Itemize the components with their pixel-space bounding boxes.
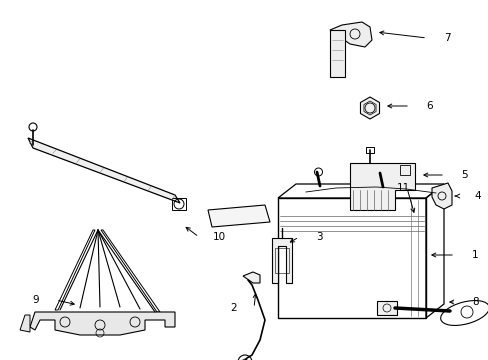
Polygon shape: [349, 163, 414, 210]
Polygon shape: [329, 22, 371, 47]
Text: 6: 6: [426, 101, 432, 111]
Bar: [172, 198, 185, 210]
Bar: [278, 198, 425, 318]
Polygon shape: [30, 312, 175, 335]
Text: 7: 7: [443, 33, 449, 43]
Text: 8: 8: [472, 297, 478, 307]
Text: 5: 5: [461, 170, 468, 180]
Polygon shape: [329, 30, 345, 77]
Polygon shape: [20, 315, 30, 332]
Polygon shape: [271, 238, 291, 283]
Bar: [274, 248, 288, 273]
Text: 9: 9: [33, 295, 39, 305]
Polygon shape: [243, 272, 260, 283]
Text: 2: 2: [230, 303, 237, 313]
Text: 10: 10: [212, 232, 225, 242]
Text: 1: 1: [471, 250, 477, 260]
Polygon shape: [360, 97, 379, 119]
Text: 11: 11: [396, 183, 409, 193]
Polygon shape: [28, 138, 180, 203]
Bar: [399, 165, 409, 175]
Polygon shape: [207, 205, 269, 227]
Bar: [365, 147, 373, 153]
Polygon shape: [431, 183, 451, 209]
Text: 4: 4: [474, 191, 480, 201]
Text: 3: 3: [315, 232, 322, 242]
Polygon shape: [376, 301, 396, 315]
